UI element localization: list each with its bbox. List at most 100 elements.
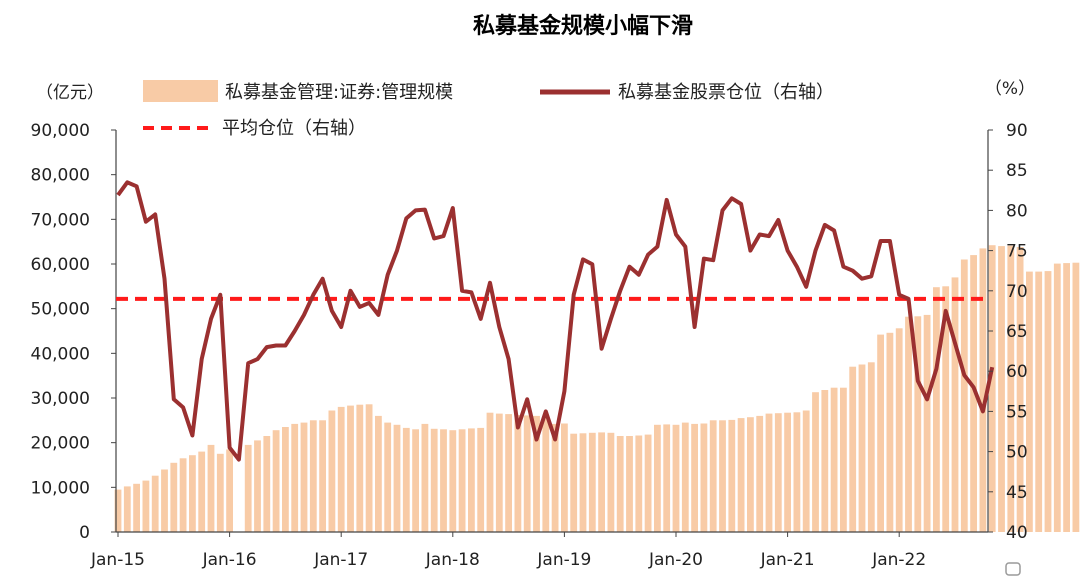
bar: [440, 429, 447, 532]
left-tick-label: 90,000: [31, 121, 90, 141]
bar: [189, 455, 196, 532]
bar: [570, 433, 578, 532]
bar: [1072, 262, 1080, 532]
bar: [402, 427, 410, 532]
bar: [700, 423, 708, 532]
bar: [319, 420, 326, 532]
left-tick-label: 70,000: [31, 210, 90, 230]
bar: [588, 432, 596, 532]
bar: [254, 440, 261, 532]
bar: [347, 405, 354, 532]
right-tick-label: 75: [1006, 242, 1028, 262]
bar: [951, 277, 959, 532]
bar: [1035, 271, 1043, 532]
left-axis-unit: （亿元）: [36, 83, 104, 103]
right-axis-unit: （%）: [985, 79, 1035, 99]
legend-bar-label: 私募基金管理:证券:管理规模: [225, 82, 453, 103]
bar: [691, 423, 698, 532]
bar: [970, 255, 977, 532]
left-axis-ticks: 0 10,000 20,000 30,000 40,000 50,000 60,000 70,…: [31, 121, 116, 543]
bar: [988, 245, 996, 532]
bar: [774, 413, 782, 532]
bar: [840, 387, 847, 532]
bar: [579, 433, 587, 532]
bar: [179, 458, 187, 532]
bar: [421, 423, 429, 532]
bar: [979, 248, 987, 532]
bar: [663, 424, 671, 532]
x-tick-label: Jan-21: [760, 550, 815, 570]
bar: [914, 316, 922, 532]
bar: [430, 428, 438, 532]
bar: [244, 444, 252, 532]
right-axis-ticks: 40 45 50 55 60 65 70 75 80 85 90: [988, 121, 1028, 543]
watermark-logo-icon: [1005, 562, 1021, 576]
bar: [709, 420, 717, 532]
bar: [830, 387, 838, 532]
bar: [495, 413, 503, 532]
bar: [542, 416, 550, 532]
bar: [328, 410, 336, 532]
bar: [960, 259, 968, 532]
bar: [635, 435, 643, 532]
bar: [858, 364, 866, 532]
line-series: [116, 180, 995, 462]
left-tick-label: 30,000: [31, 389, 90, 409]
bar: [1016, 247, 1024, 532]
bar: [905, 316, 912, 532]
right-tick-label: 65: [1006, 322, 1028, 342]
bar: [365, 404, 373, 532]
bar: [849, 366, 857, 532]
bar: [886, 332, 894, 532]
bar: [821, 390, 829, 532]
bar: [765, 413, 773, 532]
bar: [998, 246, 1005, 532]
left-tick-label: 10,000: [31, 478, 90, 498]
left-tick-label: 60,000: [31, 255, 90, 275]
x-tick-label: Jan-19: [536, 550, 591, 570]
bar: [514, 415, 522, 532]
bar: [681, 422, 689, 532]
x-tick-label: Jan-16: [202, 550, 257, 570]
bar: [644, 434, 652, 532]
bar: [291, 423, 299, 532]
bar: [523, 415, 531, 532]
right-tick-label: 80: [1006, 201, 1028, 221]
right-tick-label: 70: [1006, 282, 1028, 302]
left-tick-label: 20,000: [31, 434, 90, 454]
bar: [784, 412, 791, 532]
chart-title: 私募基金规模小幅下滑: [473, 13, 693, 39]
x-tick-label: Jan-17: [313, 550, 368, 570]
bar: [216, 453, 224, 532]
bar: [458, 429, 466, 532]
bar: [877, 334, 884, 532]
bar: [933, 287, 940, 532]
bar: [505, 414, 512, 532]
bar: [616, 436, 624, 532]
bar: [412, 429, 419, 532]
bar: [1044, 271, 1052, 532]
bar: [226, 449, 233, 532]
bar: [263, 436, 271, 532]
x-tick-label: Jan-20: [648, 550, 703, 570]
bar: [468, 428, 475, 532]
bar: [198, 451, 206, 532]
bar: [142, 480, 150, 532]
bar: [161, 469, 168, 532]
bar: [123, 486, 131, 532]
right-tick-label: 50: [1006, 443, 1028, 463]
stock-position-line: [116, 180, 995, 462]
legend-line-label: 私募基金股票仓位（右轴）: [618, 82, 834, 103]
bar: [598, 432, 605, 532]
x-axis-ticks: Jan-15 Jan-16 Jan-17 Jan-18 Jan-19 Jan-20 Jan-…: [90, 532, 926, 570]
watermark: [1005, 562, 1021, 576]
right-tick-label: 90: [1006, 121, 1028, 141]
bar: [1007, 245, 1015, 532]
legend: 私募基金管理:证券:管理规模 私募基金股票仓位（右轴） 平均仓位（右轴）: [143, 80, 834, 139]
bar: [607, 432, 615, 532]
bar: [942, 286, 950, 532]
bar: [533, 415, 540, 532]
bar: [867, 362, 875, 532]
left-tick-label: 40,000: [31, 344, 90, 364]
